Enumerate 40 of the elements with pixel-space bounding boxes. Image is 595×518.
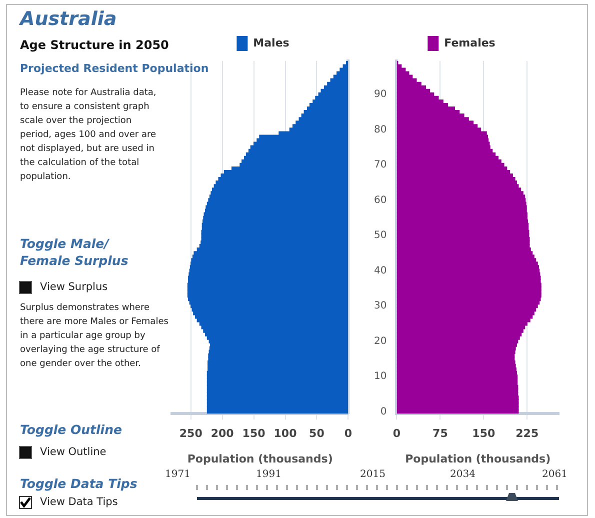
x-tick-label: 150: [242, 427, 266, 440]
x-tick-label: 0: [344, 427, 352, 440]
text: View Surplus: [40, 281, 109, 293]
x-tick-label: 250: [179, 427, 203, 440]
x-axis-title: Population (thousands): [405, 452, 551, 466]
text: Toggle Male/ Female Surplus: [20, 235, 130, 269]
y-tick-label: 40: [374, 265, 387, 276]
text: 2015: [360, 469, 386, 480]
text: Toggle Outline: [20, 421, 123, 438]
x-tick-label: 225: [516, 427, 539, 440]
x-tick-label: 150: [472, 427, 496, 440]
chart-subtitle: Age Structure in 2050: [20, 38, 169, 52]
x-tick-label: 75: [432, 427, 448, 440]
y-tick-label: 20: [374, 336, 387, 347]
text: 2034: [450, 469, 476, 480]
y-tick-label: 80: [374, 124, 387, 136]
x-axis-title: Population (thousands): [187, 452, 333, 466]
y-tick-label: 30: [374, 300, 387, 312]
y-tick-label: 0: [380, 406, 387, 418]
text: View Data Tips: [40, 496, 119, 508]
legend-label: Males: [253, 36, 290, 50]
y-tick-label: 60: [374, 194, 387, 206]
x-tick-label: 100: [274, 427, 298, 440]
y-tick-label: 70: [374, 160, 387, 171]
text: Surplus demonstrates where there are more Males or Females in a particular age group by overlaying the age structure of one gender over the other.: [20, 302, 170, 371]
x-tick-label: 50: [309, 427, 325, 440]
y-tick-label: 10: [374, 371, 387, 382]
text: 1991: [256, 469, 282, 480]
text: Toggle Data Tips: [20, 476, 138, 491]
legend-label: Females: [444, 36, 496, 50]
x-tick-label: 0: [392, 427, 401, 440]
text: Please note for Australia data, to ensure a consistent graph scale over the projection period, ages 100 and over are not displayed, but are used in the calculation of the total population.: [20, 87, 158, 184]
y-tick-label: 50: [374, 230, 387, 242]
text: 2061: [542, 469, 568, 480]
chart-title: Australia: [20, 8, 117, 30]
text: View Outline: [40, 446, 108, 458]
y-tick-label: 90: [374, 89, 387, 100]
x-tick-label: 200: [210, 427, 234, 440]
text: 1971: [165, 469, 190, 480]
annotation: Projected Resident Population: [20, 62, 209, 75]
